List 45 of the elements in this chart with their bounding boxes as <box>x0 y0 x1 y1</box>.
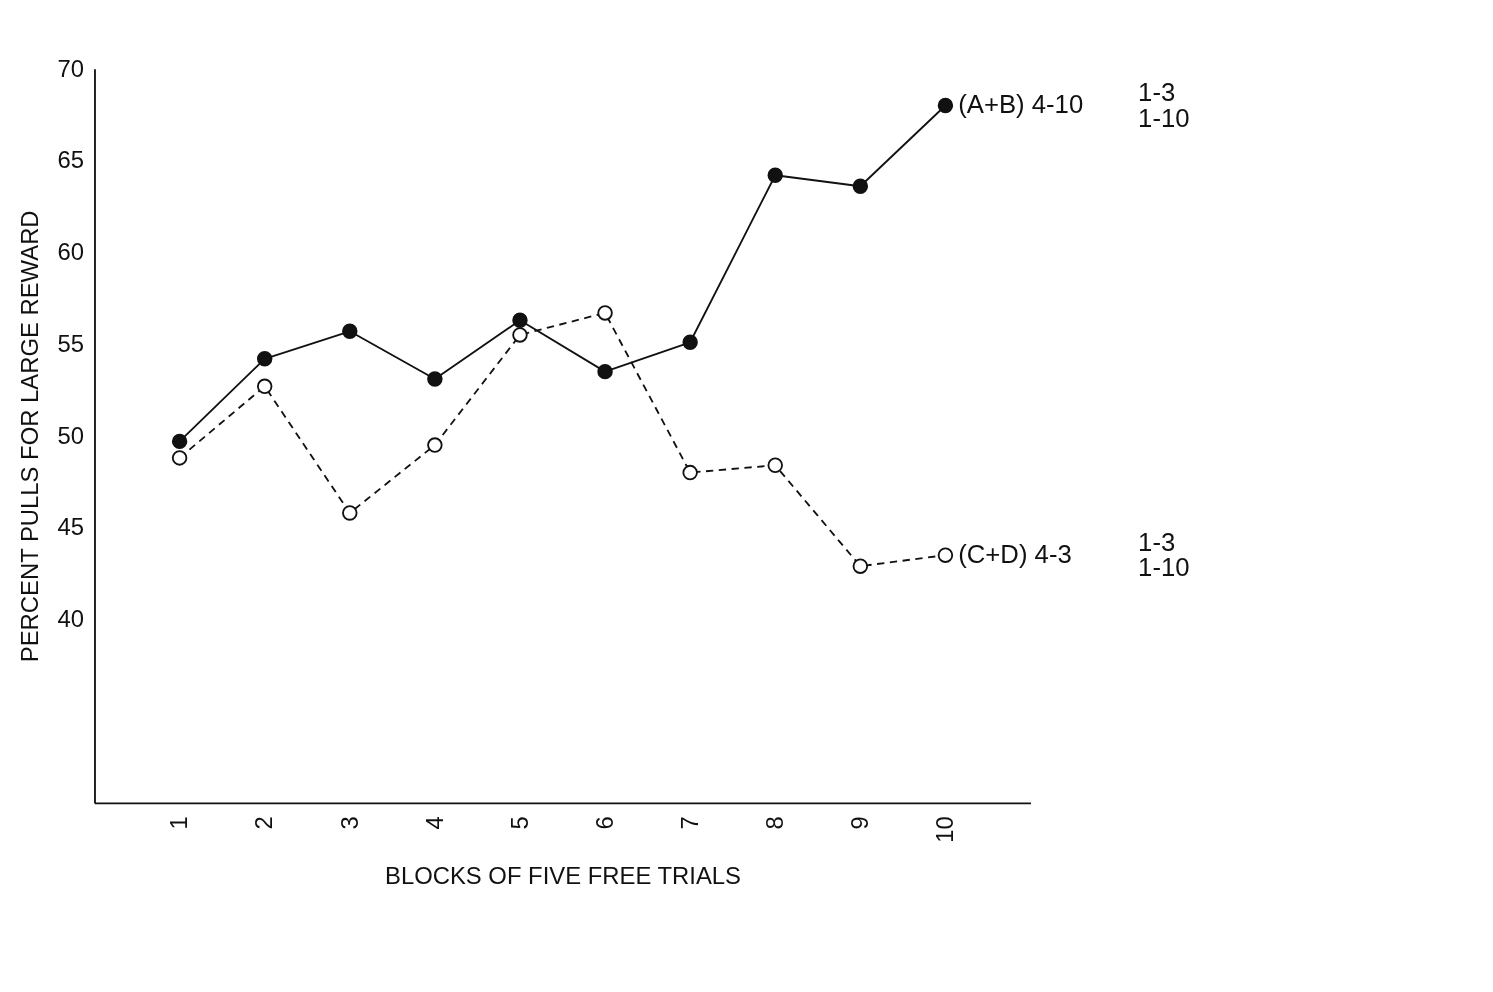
y-tick-label: 45 <box>57 513 84 541</box>
point <box>597 305 613 321</box>
x-tick-label: 9 <box>846 816 874 830</box>
x-tick-label: 3 <box>335 816 363 830</box>
x-tick-label: 10 <box>931 816 959 843</box>
point <box>937 547 954 563</box>
point <box>427 437 443 453</box>
point <box>852 178 869 194</box>
point <box>427 371 443 387</box>
text: 1-3 <box>1138 527 1176 556</box>
point <box>512 327 528 343</box>
x-tick-label: 4 <box>420 816 448 830</box>
text: 1-3 <box>1138 77 1176 106</box>
x-tick-label: 2 <box>250 816 278 830</box>
text: 1-10 <box>1138 103 1190 132</box>
y-tick-label: 50 <box>57 421 84 449</box>
point <box>852 558 869 574</box>
y-tick-label: 40 <box>57 605 84 633</box>
point <box>937 97 954 114</box>
x-tick-label: 5 <box>505 816 533 830</box>
x-tick-label: 8 <box>761 816 789 830</box>
series-label: (A+B) 4-10 <box>958 89 1084 118</box>
y-tick-label: 60 <box>57 238 84 266</box>
y-tick-label: 70 <box>57 54 84 82</box>
point <box>682 334 698 350</box>
point <box>512 312 528 328</box>
point <box>342 505 358 521</box>
point <box>767 457 783 473</box>
y-tick-label: 65 <box>57 146 84 174</box>
x-tick-label: 7 <box>675 816 703 830</box>
text: 1-10 <box>1138 553 1190 582</box>
series-label: (C+D) 4-3 <box>958 539 1072 568</box>
point <box>256 351 273 367</box>
y-tick-label: 55 <box>57 329 84 357</box>
point <box>597 363 613 380</box>
y-axis-title: PERCENT PULLS FOR LARGE REWARD <box>16 210 44 663</box>
point <box>171 450 188 466</box>
x-tick-label: 6 <box>590 816 618 830</box>
point <box>682 464 698 481</box>
x-tick-label: 1 <box>165 816 193 830</box>
point <box>767 167 783 183</box>
point <box>342 323 358 339</box>
point <box>171 433 188 450</box>
point <box>256 378 273 395</box>
x-axis-title: BLOCKS OF FIVE FREE TRIALS <box>384 862 741 890</box>
